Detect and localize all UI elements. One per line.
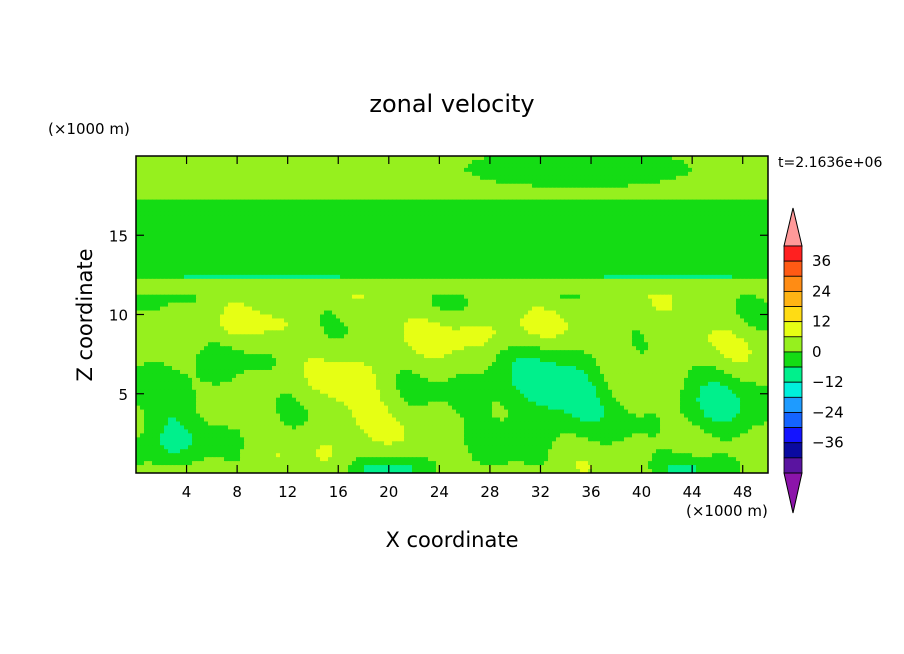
y-tick-label: 10: [109, 307, 128, 325]
colorbar-segment: [783, 351, 803, 368]
colorbar-segment: [783, 442, 803, 459]
colorbar-segment: [783, 245, 803, 262]
colorbar-tick-label: −24: [812, 403, 844, 421]
colorbar-overflow-arrow: [783, 207, 803, 247]
chart-title: zonal velocity: [369, 90, 534, 118]
y-axis: 5 10 15: [109, 227, 768, 404]
colorbar-segment: [783, 381, 803, 398]
colorbar-underflow-arrow: [783, 472, 803, 514]
colorbar-tick-label: −36: [812, 434, 844, 452]
colorbar-tick-label: 24: [812, 282, 831, 300]
y-tick-label: 5: [118, 386, 128, 404]
colorbar-segment: [783, 427, 803, 444]
x-tick-label: 24: [430, 483, 449, 501]
y-axis-label: Z coordinate: [73, 248, 97, 381]
x-tick-label: 44: [683, 483, 702, 501]
colorbar-segment: [783, 396, 803, 413]
x-tick-label: 36: [581, 483, 600, 501]
colorbar-segment: [783, 275, 803, 292]
x-axis: 4 8 12 16 20 24 28 32 36 40 44 48: [182, 156, 752, 501]
x-tick-label: 8: [232, 483, 242, 501]
x-tick-label: 20: [379, 483, 398, 501]
y-unit-label: (×1000 m): [48, 120, 130, 138]
colorbar-tick-label: 0: [812, 343, 822, 361]
x-tick-label: 32: [531, 483, 550, 501]
time-label: t=2.1636e+06: [778, 155, 882, 171]
x-tick-label: 16: [329, 483, 348, 501]
colorbar-segment: [783, 306, 803, 323]
colorbar-tick-label: 12: [812, 313, 831, 331]
colorbar-segment: [783, 412, 803, 429]
colorbar-segment: [783, 321, 803, 338]
colorbar-segment: [783, 336, 803, 353]
x-tick-label: 12: [278, 483, 297, 501]
colorbar: 36 24 12 0 −12 −24 −36: [783, 207, 844, 514]
x-axis-label: X coordinate: [385, 528, 518, 552]
contour-field: [136, 156, 768, 473]
x-tick-label: 28: [480, 483, 499, 501]
colorbar-tick-label: −12: [812, 373, 844, 391]
colorbar-segment: [783, 366, 803, 383]
colorbar-tick-label: 36: [812, 252, 831, 270]
colorbar-segment: [783, 260, 803, 277]
x-tick-label: 48: [733, 483, 752, 501]
x-unit-label: (×1000 m): [686, 502, 768, 520]
x-tick-label: 4: [182, 483, 192, 501]
colorbar-segment: [783, 457, 803, 474]
colorbar-segment: [783, 290, 803, 307]
y-tick-label: 15: [109, 227, 128, 245]
x-tick-label: 40: [632, 483, 651, 501]
